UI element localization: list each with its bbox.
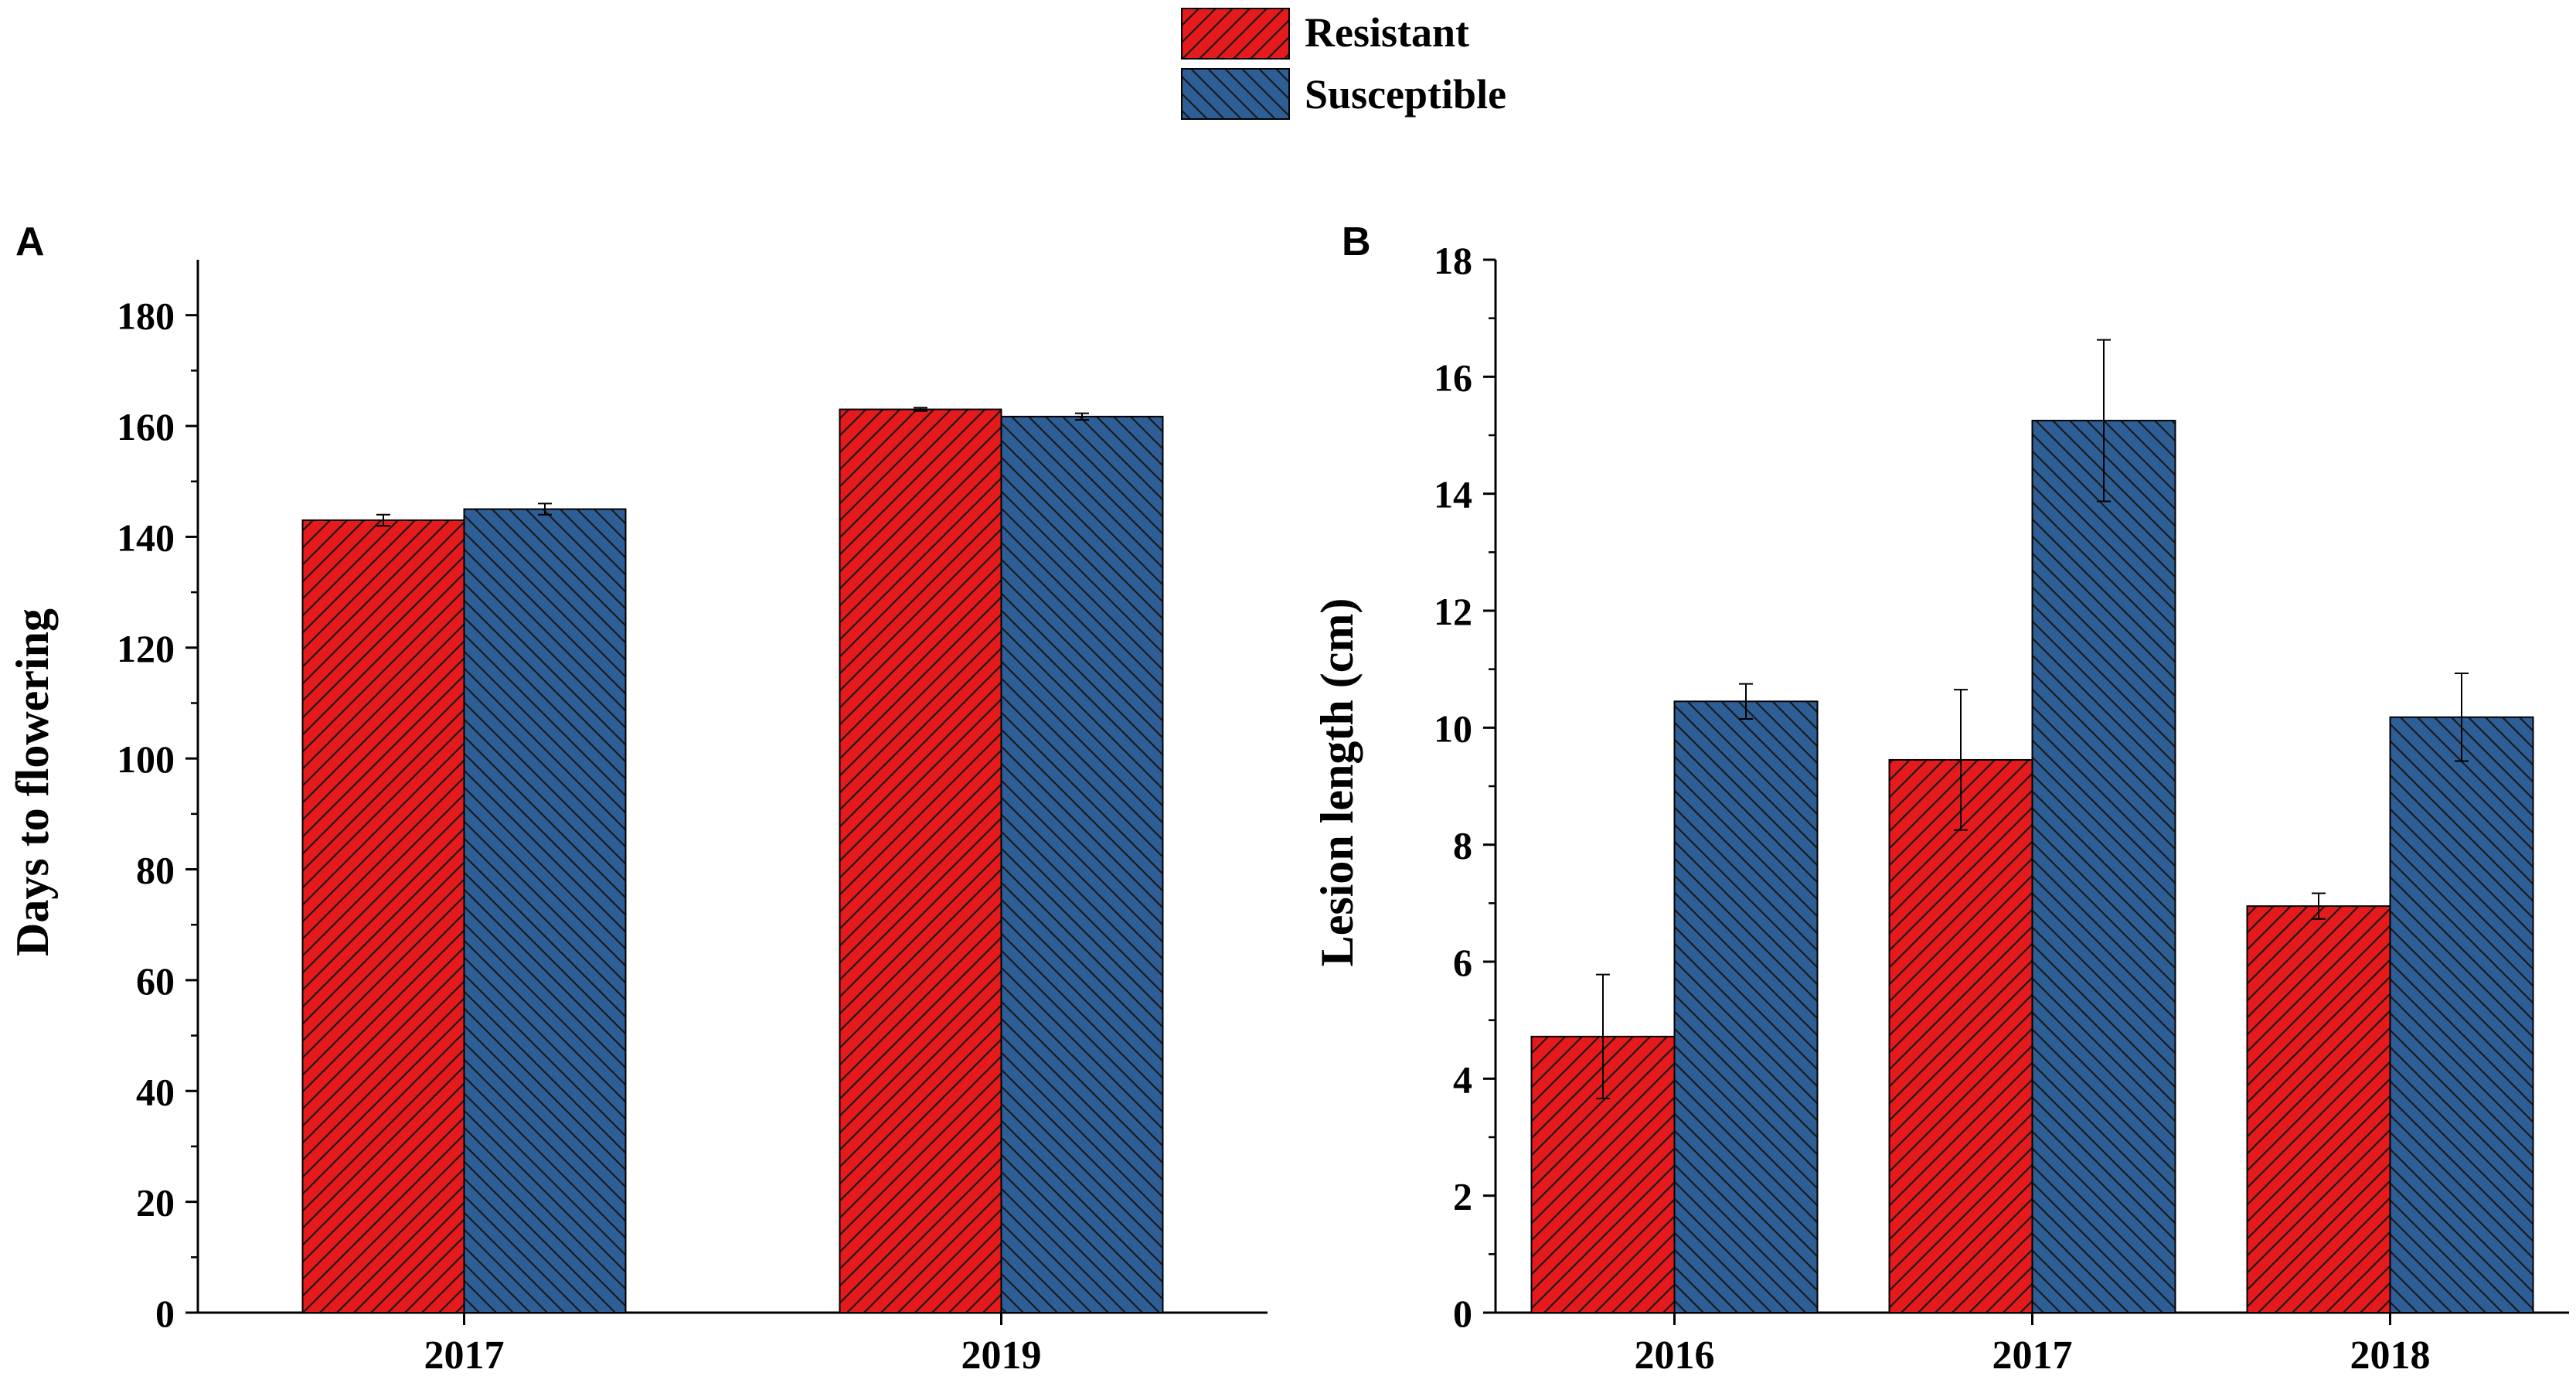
bar-b-resistant-2018 [2246,905,2391,1314]
legend-swatch-susceptible [1181,68,1290,120]
legend-item-resistant: Resistant [1181,8,1469,60]
bar-b-susceptible-2016 [1673,700,1819,1313]
y-tick-label-b: 16 [1434,356,1472,399]
y-tick-label-b: 0 [1453,1292,1472,1335]
legend: Resistant Susceptible [1181,8,1506,120]
panel-label-a: A [15,220,45,264]
y-tick-label-a: 60 [136,959,175,1003]
plot-area-a: 0 20 40 60 80 100 120 140 160 180 2017 2019 [117,260,1268,1378]
bar-a-resistant-2019 [839,408,1002,1313]
y-tick-label-a: 120 [117,627,175,670]
y-tick-label-b: 8 [1453,824,1472,867]
y-tick-label-b: 10 [1434,707,1472,750]
x-tick-label-b-2017: 2017 [1992,1334,2073,1378]
y-tick-label-a: 20 [136,1181,175,1225]
panel-b: B Lesion length (cm) 0 2 4 6 8 10 12 14 16 18 2016… [1312,220,2569,1378]
y-tick-label-b: 6 [1453,941,1472,984]
bar-a-susceptible-2019 [1000,415,1164,1313]
panel-label-b: B [1342,220,1371,264]
y-tick-label-a: 0 [155,1292,175,1335]
y-tick-label-b: 12 [1434,590,1472,633]
y-axis-label-a: Days to flowering [7,608,58,956]
bar-a-susceptible-2017 [463,508,627,1313]
y-tick-label-b: 4 [1453,1058,1472,1101]
y-tick-label-a: 160 [117,405,175,448]
x-tick-label-b-2016: 2016 [1635,1334,1715,1378]
y-axis-label-b: Lesion length (cm) [1312,598,1363,967]
y-tick-label-a: 180 [117,295,175,338]
x-tick-label-a-2019: 2019 [961,1334,1042,1378]
bar-b-susceptible-2018 [2389,716,2534,1313]
y-tick-label-a: 140 [117,516,175,559]
bar-a-resistant-2017 [301,519,465,1313]
legend-item-susceptible: Susceptible [1181,68,1506,120]
y-tick-label-a: 40 [136,1070,175,1113]
bar-b-resistant-2017 [1888,758,2033,1313]
legend-label-resistant: Resistant [1305,9,1469,56]
legend-swatch-resistant [1181,8,1290,60]
y-tick-label-a: 100 [117,737,175,781]
legend-label-susceptible: Susceptible [1305,71,1506,118]
x-tick-label-a-2017: 2017 [424,1334,505,1378]
y-tick-label-a: 80 [136,849,175,892]
y-tick-label-b: 14 [1434,473,1472,516]
plot-area-b: 0 2 4 6 8 10 12 14 16 18 2016 2017 2018 [1434,239,2569,1378]
y-tick-label-b: 18 [1434,239,1472,282]
bar-b-susceptible-2017 [2031,420,2176,1313]
y-tick-label-b: 2 [1453,1175,1472,1218]
x-tick-label-b-2018: 2018 [2350,1334,2431,1378]
panel-a: A Days to flowering 0 20 40 60 80 100 120 140 16… [7,220,1268,1378]
